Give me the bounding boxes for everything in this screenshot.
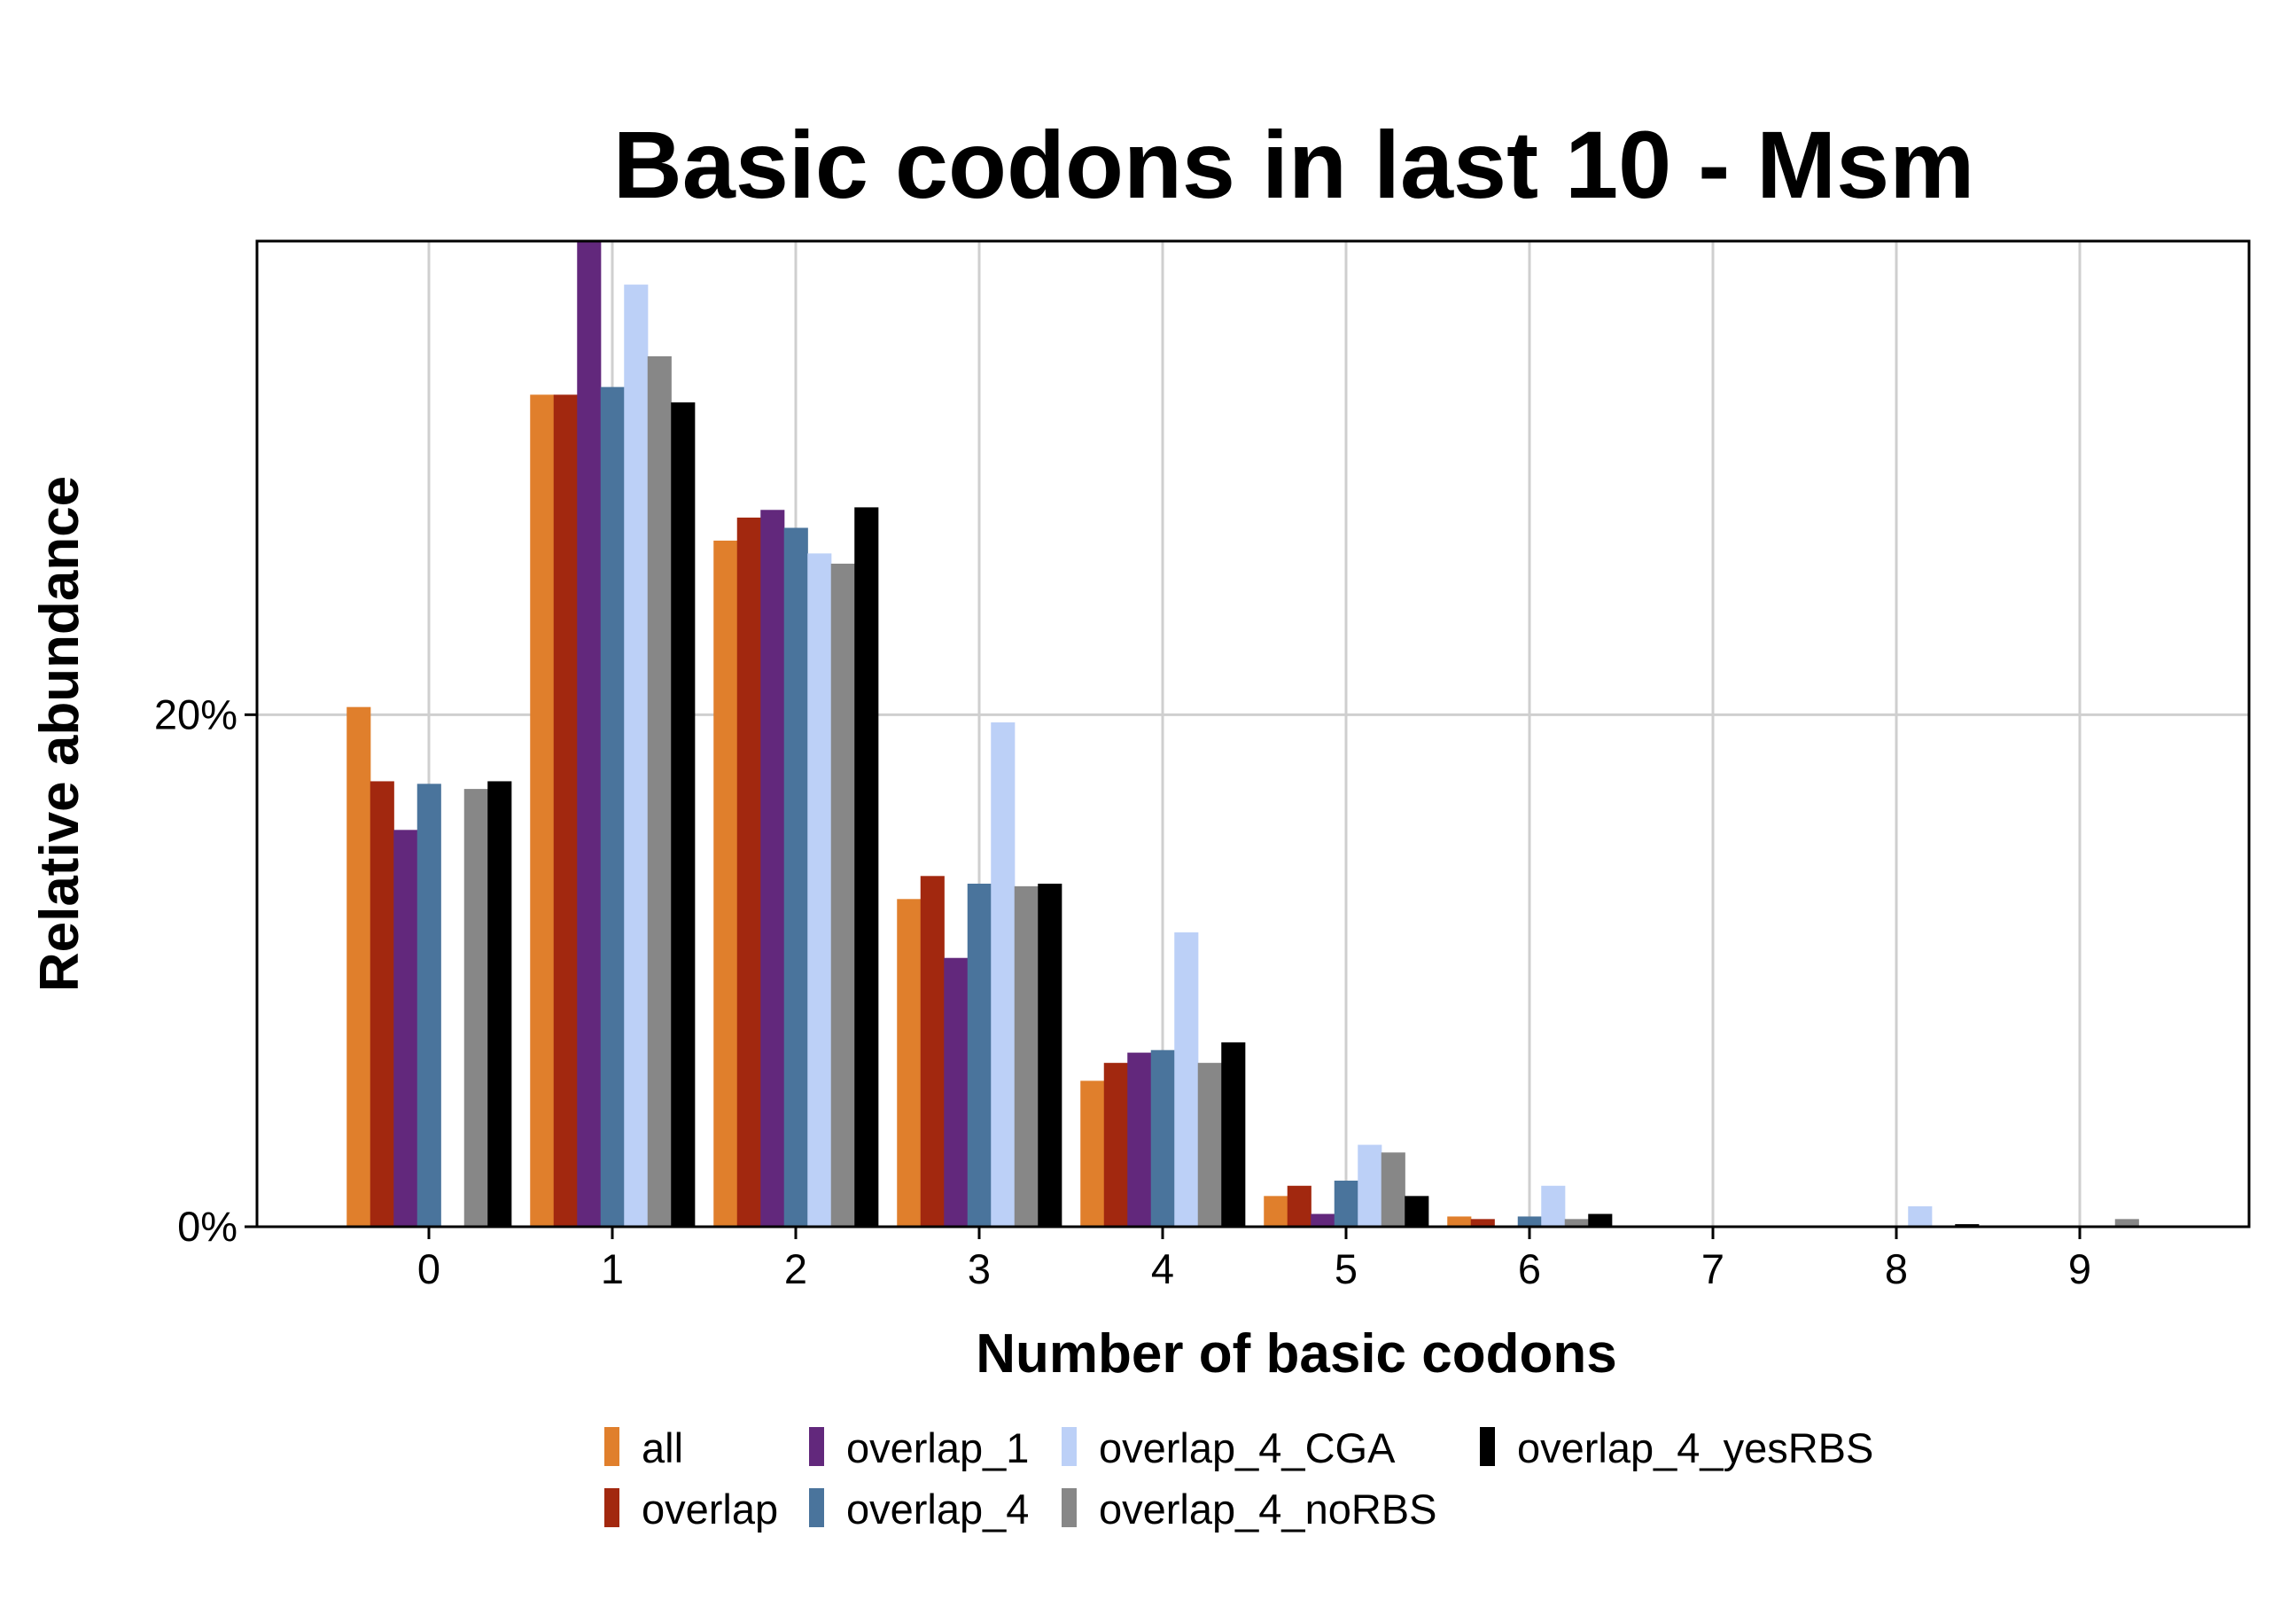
legend-swatch <box>604 1427 619 1466</box>
x-tick-label: 6 <box>1518 1245 1541 1292</box>
bar-overlap-4-yesRBS-1 <box>671 402 696 1227</box>
legend-label: overlap_1 <box>846 1424 1029 1471</box>
legend-label: overlap_4_yesRBS <box>1517 1424 1873 1471</box>
y-tick-label: 20% <box>154 690 237 737</box>
bar-overlap-4-1 <box>600 386 625 1227</box>
bar-overlap-4-noRBS-6 <box>1564 1219 1589 1227</box>
bar-overlap-4-yesRBS-2 <box>854 507 879 1227</box>
legend-swatch <box>809 1427 824 1466</box>
legend: all overlap overlap_1 overlap_4 overlap_4_CG… <box>604 1424 1873 1533</box>
bar-overlap-4-noRBS-9 <box>2114 1219 2139 1227</box>
bar-overlap-0 <box>370 781 394 1227</box>
bar-overlap-4-CGA-3 <box>991 722 1016 1227</box>
legend-label: overlap_4_CGA <box>1099 1424 1396 1471</box>
bar-all-3 <box>897 899 922 1227</box>
x-tick-label: 0 <box>417 1245 440 1292</box>
bar-overlap-4 <box>1103 1063 1128 1227</box>
y-axis-label: Relative abundance <box>29 476 90 992</box>
bar-overlap-4-2 <box>783 527 808 1227</box>
bar-overlap-4-4 <box>1150 1049 1175 1227</box>
x-tick-label: 9 <box>2068 1245 2091 1292</box>
legend-label: overlap <box>642 1486 778 1533</box>
bar-overlap-4-3 <box>967 883 992 1227</box>
bar-overlap-4-CGA-8 <box>1908 1205 1933 1227</box>
legend-swatch <box>1480 1427 1495 1466</box>
bar-overlap-4-6 <box>1517 1216 1542 1227</box>
bar-all-0 <box>346 706 371 1227</box>
bar-overlap-4-yesRBS-6 <box>1588 1213 1613 1227</box>
y-axis: 0% 20% <box>154 690 257 1250</box>
bar-overlap-1-5 <box>1311 1213 1335 1227</box>
y-tick-label: 0% <box>177 1203 237 1250</box>
bars <box>346 241 2139 1228</box>
bar-overlap-4-CGA-1 <box>624 285 649 1227</box>
bar-overlap-4-yesRBS-4 <box>1221 1042 1246 1227</box>
bar-overlap-6 <box>1470 1219 1495 1227</box>
bar-overlap-4-yesRBS-3 <box>1038 883 1062 1227</box>
bar-overlap-4-yesRBS-0 <box>487 781 512 1227</box>
x-axis: 0 1 2 3 4 5 6 7 8 9 <box>417 1227 2091 1292</box>
x-tick-label: 3 <box>968 1245 991 1292</box>
legend-swatch <box>809 1488 824 1527</box>
x-tick-label: 8 <box>1885 1245 1908 1292</box>
legend-label: all <box>642 1424 683 1471</box>
bar-overlap-4-CGA-4 <box>1174 932 1199 1227</box>
bar-overlap-3 <box>920 876 945 1227</box>
x-tick-label: 4 <box>1151 1245 1174 1292</box>
bar-overlap-4-0 <box>416 784 441 1227</box>
bar-overlap-1-1 <box>577 241 602 1227</box>
bar-all-6 <box>1447 1216 1472 1227</box>
x-tick-label: 1 <box>601 1245 624 1292</box>
bar-overlap-4-5 <box>1334 1181 1358 1227</box>
x-tick-label: 7 <box>1701 1245 1724 1292</box>
legend-swatch <box>604 1488 619 1527</box>
bar-overlap-1 <box>553 394 578 1227</box>
bar-overlap-4-noRBS-0 <box>463 789 488 1227</box>
bar-overlap-4-noRBS-4 <box>1197 1063 1222 1227</box>
bar-overlap-4-noRBS-2 <box>830 563 855 1227</box>
bar-overlap-1-3 <box>944 957 969 1227</box>
legend-swatch <box>1062 1488 1077 1527</box>
legend-label: overlap_4 <box>846 1486 1029 1533</box>
bar-overlap-1-2 <box>760 510 785 1227</box>
bar-all-1 <box>530 394 555 1227</box>
bar-overlap-4-CGA-5 <box>1358 1144 1382 1227</box>
bar-overlap-4-yesRBS-5 <box>1405 1196 1429 1227</box>
bar-overlap-5 <box>1287 1185 1311 1227</box>
chart-title: Basic codons in last 10 - Msm <box>613 111 1974 218</box>
bar-overlap-1-4 <box>1127 1052 1152 1227</box>
legend-label: overlap_4_noRBS <box>1099 1486 1437 1533</box>
bar-overlap-2 <box>736 517 761 1227</box>
plot-frame <box>255 239 2251 1228</box>
bar-overlap-4-CGA-2 <box>807 553 832 1227</box>
bar-overlap-4-CGA-6 <box>1541 1185 1566 1227</box>
x-axis-label: Number of basic codons <box>976 1323 1616 1384</box>
bar-all-5 <box>1264 1196 1288 1227</box>
bar-overlap-4-noRBS-1 <box>647 355 672 1228</box>
bar-overlap-1-0 <box>393 830 418 1227</box>
x-tick-label: 5 <box>1335 1245 1358 1292</box>
bar-all-2 <box>713 540 738 1227</box>
x-tick-label: 2 <box>784 1245 807 1292</box>
legend-swatch <box>1062 1427 1077 1466</box>
bar-all-4 <box>1080 1080 1105 1227</box>
bar-overlap-4-noRBS-5 <box>1381 1152 1405 1227</box>
bar-overlap-4-noRBS-3 <box>1014 885 1039 1227</box>
